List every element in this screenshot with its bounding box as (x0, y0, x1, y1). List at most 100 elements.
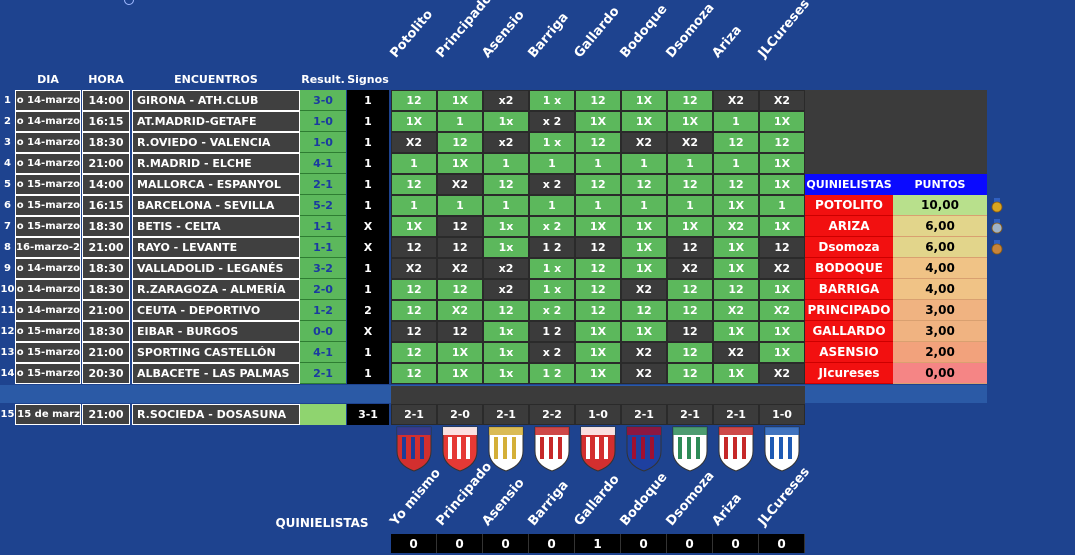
row-number: 2 (4, 116, 11, 127)
player-header: Bodoque (617, 1, 671, 61)
pleno-pick: 2-1 (667, 404, 713, 425)
player-header: Barriga (525, 9, 572, 61)
pick-cell: x2 (483, 90, 529, 111)
match-name: ALBACETE - LAS PALMAS (132, 363, 300, 384)
summary-value: 0 (529, 534, 575, 553)
pick-cell: X2 (391, 132, 437, 153)
match-date: ngo 15-marzo (15, 195, 81, 216)
medal (991, 201, 1003, 213)
pick-cell: 1 (713, 153, 759, 174)
match-date: do 14-marzo (15, 90, 81, 111)
pick-cell: 1X (713, 237, 759, 258)
ranking-header: QUINIELISTAS (805, 174, 893, 195)
pleno-result: 3-1 (347, 404, 389, 425)
match-result: 2-1 (300, 174, 346, 195)
pick-cell: 1X (437, 153, 483, 174)
pick-cell: 1 x (529, 132, 575, 153)
match-name: EIBAR - BURGOS (132, 321, 300, 342)
pick-cell: X2 (713, 300, 759, 321)
match-sign: 1 (347, 153, 389, 174)
pick-cell: 12 (391, 279, 437, 300)
pick-cell: 12 (391, 300, 437, 321)
pick-cell: 1x (483, 342, 529, 363)
crest-stripe (503, 437, 507, 459)
match-result: 0-0 (300, 321, 346, 342)
pick-cell: X2 (759, 90, 805, 111)
summary-value: 1 (575, 534, 621, 553)
cursor-ring (124, 0, 134, 5)
pick-cell: 12 (667, 342, 713, 363)
ranking-name: JIcureses (805, 363, 893, 384)
pleno-pick: 2-1 (391, 404, 437, 425)
pick-cell: 12 (621, 300, 667, 321)
pick-cell: 12 (575, 90, 621, 111)
match-result: 3-0 (300, 90, 346, 111)
row-number: 5 (4, 179, 11, 190)
pick-cell: 12 (713, 132, 759, 153)
summary-player: Gallardo (571, 472, 623, 529)
pick-cell: 1X (713, 195, 759, 216)
match-time: 14:00 (82, 90, 130, 111)
crest-stripe (696, 437, 700, 459)
pick-cell: X2 (667, 132, 713, 153)
medal-ribbon (994, 198, 1000, 203)
pick-cell: 1X (759, 321, 805, 342)
pick-cell: X2 (759, 258, 805, 279)
match-time: 18:30 (82, 216, 130, 237)
pick-cell: X2 (713, 216, 759, 237)
match-name: R.MADRID - ELCHE (132, 153, 300, 174)
pick-cell: 1X (621, 216, 667, 237)
pick-cell: 12 (667, 363, 713, 384)
pick-cell: 12 (391, 321, 437, 342)
pick-cell: 1x (483, 237, 529, 258)
pick-cell: 1X (437, 363, 483, 384)
pleno-pick: 1-0 (759, 404, 805, 425)
pick-cell: 1 (529, 153, 575, 174)
match-result: 1-1 (300, 216, 346, 237)
pick-cell: x 2 (529, 174, 575, 195)
player-header: Asensio (479, 7, 528, 61)
pick-cell: 12 (667, 279, 713, 300)
pick-cell: 12 (391, 174, 437, 195)
ranking-name: PRINCIPADO (805, 300, 893, 321)
pick-cell: 1 (483, 153, 529, 174)
crest-stripe (457, 437, 461, 459)
pleno-result-empty (300, 404, 346, 425)
match-name: AT.MADRID-GETAFE (132, 111, 300, 132)
match-sign: X (347, 216, 389, 237)
pick-cell: 1 (621, 153, 667, 174)
pick-cell: X2 (391, 258, 437, 279)
match-name: R.ZARAGOZA - ALMERÍA (132, 279, 300, 300)
medal (991, 222, 1003, 234)
team-crest (580, 426, 616, 472)
pick-cell: 1X (713, 321, 759, 342)
summary-player: Bodoque (617, 469, 671, 529)
pick-cell: X2 (621, 342, 667, 363)
summary-value: 0 (437, 534, 483, 553)
match-sign: X (347, 237, 389, 258)
ranking-points: 6,00 (893, 216, 987, 237)
match-date: do 14-marzo (15, 132, 81, 153)
pick-cell: X2 (759, 300, 805, 321)
row-number: 7 (4, 221, 11, 232)
match-name: R.OVIEDO - VALENCIA (132, 132, 300, 153)
pick-cell: 12 (759, 132, 805, 153)
summary-value: 0 (713, 534, 759, 553)
pick-cell: 1X (759, 216, 805, 237)
crest-stripe (512, 437, 516, 459)
pick-cell: 1 (667, 195, 713, 216)
ranking-points: 3,00 (893, 300, 987, 321)
match-result: 1-0 (300, 111, 346, 132)
crest-stripe (733, 437, 737, 459)
row-number: 10 (0, 284, 15, 295)
column-header: Result. (301, 72, 345, 86)
crest-stripe (549, 437, 553, 459)
pleno-pick: 2-1 (483, 404, 529, 425)
ranking-name: BARRIGA (805, 279, 893, 300)
match-name: VALLADOLID - LEGANÉS (132, 258, 300, 279)
match-result: 4-1 (300, 153, 346, 174)
medal (991, 243, 1003, 255)
column-header: Signos (347, 72, 389, 86)
ranking-points: 0,00 (893, 363, 987, 384)
row-number: 13 (0, 347, 15, 358)
